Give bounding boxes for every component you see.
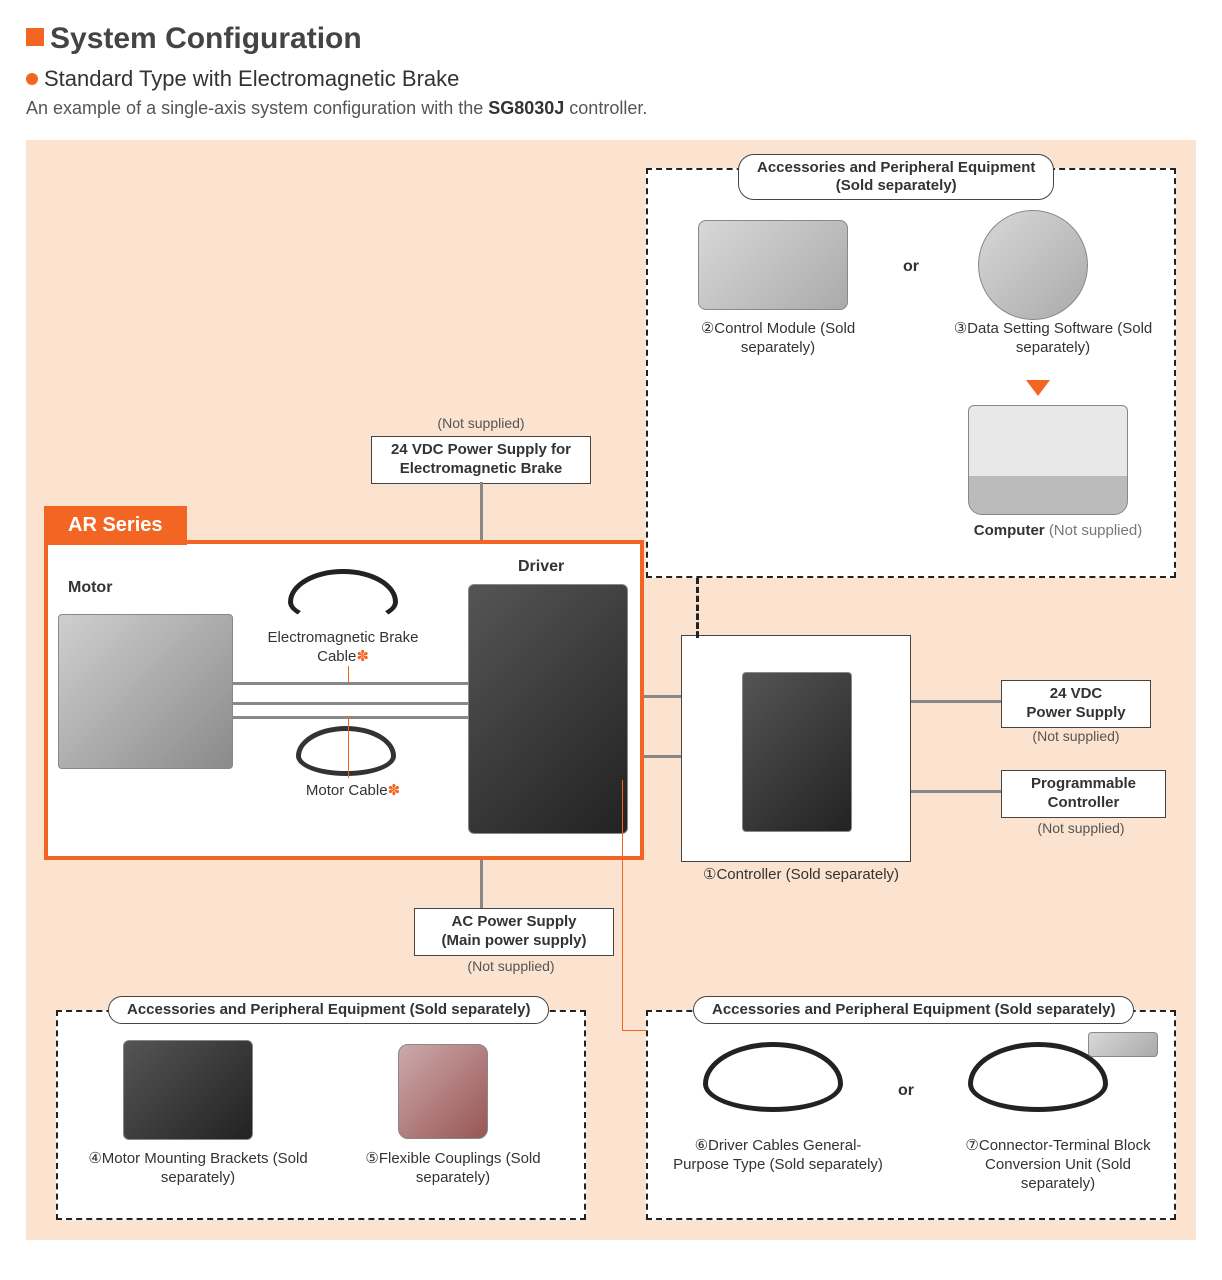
subtitle-bullet-icon <box>26 73 38 85</box>
group-accessories-bl: Accessories and Peripheral Equipment (So… <box>56 1010 586 1220</box>
orange-pointer-2 <box>348 716 349 778</box>
driver-cable-image <box>703 1042 843 1112</box>
group-bl-title: Accessories and Peripheral Equipment (So… <box>108 996 549 1024</box>
or-text-bottom: or <box>898 1082 914 1100</box>
data-software-text: Data Setting Software (Sold separately) <box>967 320 1152 356</box>
prog-ctrl-box: Programmable Controller <box>1001 770 1166 818</box>
motor-cable-text: Motor Cable <box>306 782 388 799</box>
num-1-badge: ① <box>703 866 716 883</box>
caption-post: controller. <box>564 98 647 118</box>
conn-term-label: ⑦Connector-Terminal Block Conversion Uni… <box>948 1137 1168 1193</box>
bracket-image <box>123 1040 253 1140</box>
num-3-badge: ③ <box>954 320 967 337</box>
controller-caption: ①Controller (Sold separately) <box>681 866 921 885</box>
group-br-title: Accessories and Peripheral Equipment (So… <box>693 996 1134 1024</box>
dash-ctrl-top <box>696 578 699 638</box>
num-7-badge: ⑦ <box>965 1137 978 1154</box>
ac-ps-note: (Not supplied) <box>436 958 586 974</box>
ac-ps-box: AC Power Supply (Main power supply) <box>414 908 614 956</box>
bracket-label: ④Motor Mounting Brackets (Sold separatel… <box>83 1150 313 1188</box>
ps-24v-box: 24 VDC Power Supply <box>1001 680 1151 728</box>
wire-ctrl-prog <box>911 790 1001 793</box>
motor-image <box>58 614 233 769</box>
wire-1 <box>233 682 468 685</box>
controller-image <box>742 672 852 832</box>
num-4-badge: ④ <box>88 1150 101 1167</box>
subtitle: Standard Type with Electromagnetic Brake <box>26 66 1196 92</box>
caption-bold: SG8030J <box>488 98 564 118</box>
caption: An example of a single-axis system confi… <box>26 98 1196 119</box>
arrow-down-icon <box>1026 380 1050 396</box>
wire-2 <box>233 702 468 705</box>
computer-label: Computer (Not supplied) <box>958 522 1158 541</box>
group-accessories-top: Accessories and Peripheral Equipment (So… <box>646 168 1176 578</box>
coupling-image <box>398 1044 488 1139</box>
control-module-label: ②Control Module (Sold separately) <box>678 320 878 358</box>
brake-ps-box: 24 VDC Power Supply for Electromagnetic … <box>371 436 591 484</box>
brake-cable-image <box>288 569 398 624</box>
computer-text: Computer <box>974 522 1045 539</box>
conn-term-text: Connector-Terminal Block Conversion Unit… <box>979 1137 1151 1192</box>
wire-3 <box>233 716 468 719</box>
motor-cable-image <box>296 726 396 776</box>
ar-series-tab: AR Series <box>44 506 187 545</box>
motor-cable-label: Motor Cable✽ <box>283 782 423 801</box>
control-module-image <box>698 220 848 310</box>
conn-term-image <box>968 1042 1108 1112</box>
wire-ctrl-24v <box>911 700 1001 703</box>
terminal-block-image <box>1088 1032 1158 1057</box>
data-software-image <box>978 210 1088 320</box>
orange-connector-v <box>622 780 623 1030</box>
coupling-text: Flexible Couplings (Sold separately) <box>379 1150 541 1186</box>
subtitle-text: Standard Type with Electromagnetic Brake <box>44 66 459 91</box>
group-accessories-top-title: Accessories and Peripheral Equipment (So… <box>738 154 1054 200</box>
data-software-label: ③Data Setting Software (Sold separately) <box>948 320 1158 358</box>
group-accessories-br: Accessories and Peripheral Equipment (So… <box>646 1010 1176 1220</box>
or-text-top: or <box>903 258 919 276</box>
motor-label: Motor <box>68 579 112 597</box>
num-2-badge: ② <box>701 320 714 337</box>
caption-pre: An example of a single-axis system confi… <box>26 98 488 118</box>
brake-cable-text: Electromagnetic Brake Cable <box>268 629 419 665</box>
title-bullet-icon <box>26 28 44 46</box>
wire-driver-acps <box>480 860 483 908</box>
diagram-canvas: Accessories and Peripheral Equipment (So… <box>26 140 1196 1240</box>
driver-cable-label: ⑥Driver Cables General-Purpose Type (Sol… <box>668 1137 888 1175</box>
prog-ctrl-note: (Not supplied) <box>1016 820 1146 836</box>
driver-image <box>468 584 628 834</box>
laptop-image <box>968 405 1128 515</box>
title-text: System Configuration <box>50 22 362 55</box>
brake-cable-label: Electromagnetic Brake Cable✽ <box>263 629 423 667</box>
wire-brakeps-driver <box>480 482 483 540</box>
ps-24v-note: (Not supplied) <box>1011 728 1141 744</box>
bracket-text: Motor Mounting Brackets (Sold separately… <box>102 1150 308 1186</box>
driver-label: Driver <box>518 558 564 576</box>
brake-ps-note: (Not supplied) <box>396 415 566 431</box>
controller-caption-text: Controller (Sold separately) <box>716 866 899 883</box>
num-5-badge: ⑤ <box>365 1150 378 1167</box>
orange-pointer-1 <box>348 666 349 684</box>
ar-series-box: AR Series Motor Electromagnetic Brake Ca… <box>44 540 644 860</box>
controller-body <box>681 662 911 862</box>
control-module-text: Control Module (Sold separately) <box>714 320 855 356</box>
num-6-badge: ⑥ <box>695 1137 708 1154</box>
page-title: System Configuration <box>26 22 1196 56</box>
coupling-label: ⑤Flexible Couplings (Sold separately) <box>353 1150 553 1188</box>
computer-note: (Not supplied) <box>1049 522 1142 539</box>
